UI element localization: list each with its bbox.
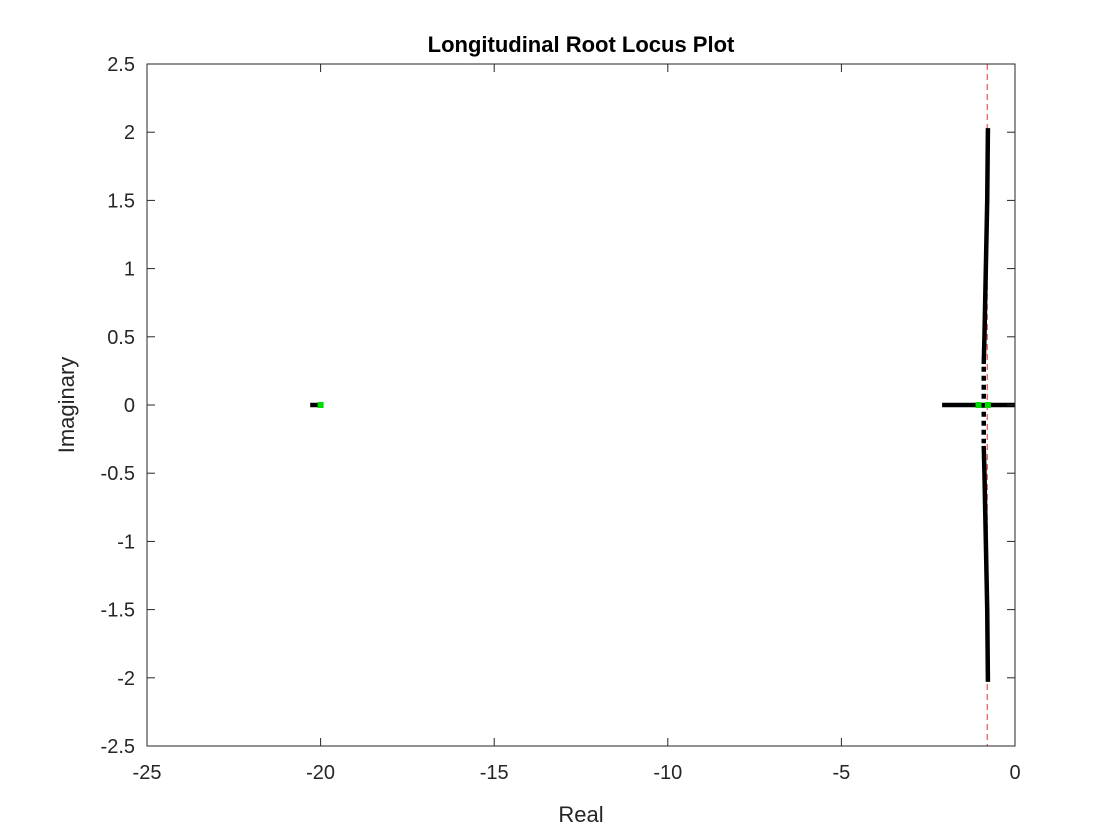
axes-frame [146, 63, 1016, 747]
y-tick-label: -2 [117, 668, 135, 690]
x-tick-label: -25 [133, 762, 162, 784]
chart-marks [310, 64, 1015, 746]
x-tick-label: -15 [480, 762, 509, 784]
pole-marker [984, 402, 991, 408]
x-tick-label: -20 [306, 762, 335, 784]
locus-branch [981, 445, 991, 682]
pole-marker [975, 402, 982, 408]
y-tick-label: -2.5 [101, 736, 135, 758]
chart-title: Longitudinal Root Locus Plot [428, 32, 735, 57]
axis-ticks: -25 -20 -15 -10 -5 0 -2.5 -2 -1.5 -1 -0.5 0 0.5 1 1.5 2… [101, 54, 1021, 784]
x-axis-label: Real [558, 802, 603, 827]
y-tick-label: 2.5 [107, 54, 135, 76]
y-tick-label: 2 [124, 122, 135, 144]
x-tick-label: 0 [1009, 762, 1020, 784]
pole-marker [317, 402, 324, 408]
x-tick-label: -5 [833, 762, 851, 784]
y-axis-label: Imaginary [54, 357, 79, 454]
y-tick-label: -1.5 [101, 600, 135, 622]
y-tick-label: -1 [117, 531, 135, 553]
y-tick-label: 1 [124, 259, 135, 281]
y-tick-label: 1.5 [107, 190, 135, 212]
locus-branch [981, 128, 991, 365]
y-tick-label: 0 [124, 395, 135, 417]
axes-background [147, 64, 1015, 746]
x-tick-label: -10 [653, 762, 682, 784]
y-tick-label: -0.5 [101, 463, 135, 485]
y-tick-label: 0.5 [107, 327, 135, 349]
